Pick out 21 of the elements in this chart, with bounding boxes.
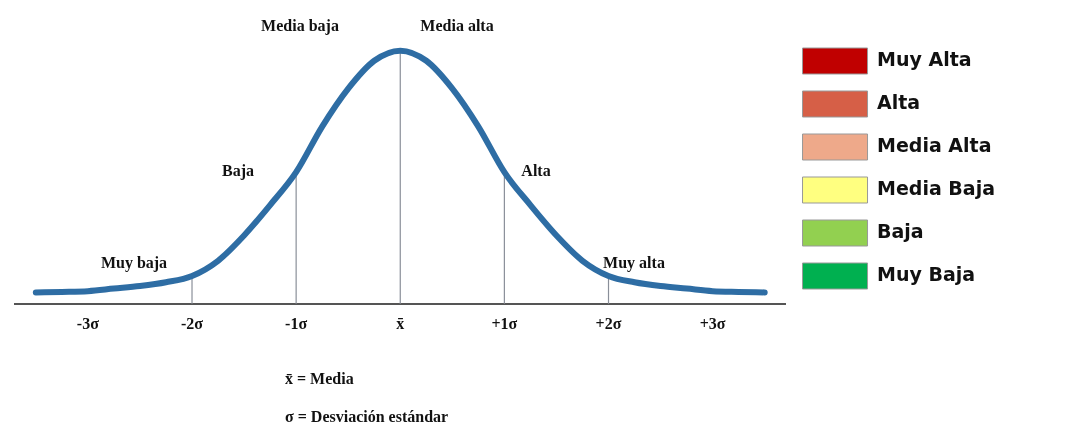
x-tick-label: +1σ xyxy=(491,314,518,332)
legend-label: Media Alta xyxy=(877,133,992,156)
x-tick-label: +2σ xyxy=(595,314,622,332)
annotation: Muy alta xyxy=(603,254,665,273)
x-tick-label: +3σ xyxy=(699,314,726,332)
text: Media alta xyxy=(420,17,494,35)
legend-label: Muy Alta xyxy=(877,47,972,70)
annotation: Muy baja xyxy=(100,254,168,273)
legend-label: Baja xyxy=(877,219,924,242)
legend-label: Muy Baja xyxy=(877,262,976,285)
x-tick-label: -3σ xyxy=(76,314,100,332)
x-tick-label: x̄ xyxy=(396,314,405,332)
legend-label: Media Baja xyxy=(877,176,995,199)
x-tick-label: -1σ xyxy=(285,314,308,332)
x-tick-label: -2σ xyxy=(181,314,204,332)
text: σ = Desviación estándar xyxy=(285,408,449,426)
legend-label: Alta xyxy=(877,90,921,113)
annotation: Alta xyxy=(521,162,551,180)
annotation: Baja xyxy=(222,162,254,181)
text: Media baja xyxy=(261,17,339,36)
text: x̄ = Media xyxy=(285,370,354,388)
